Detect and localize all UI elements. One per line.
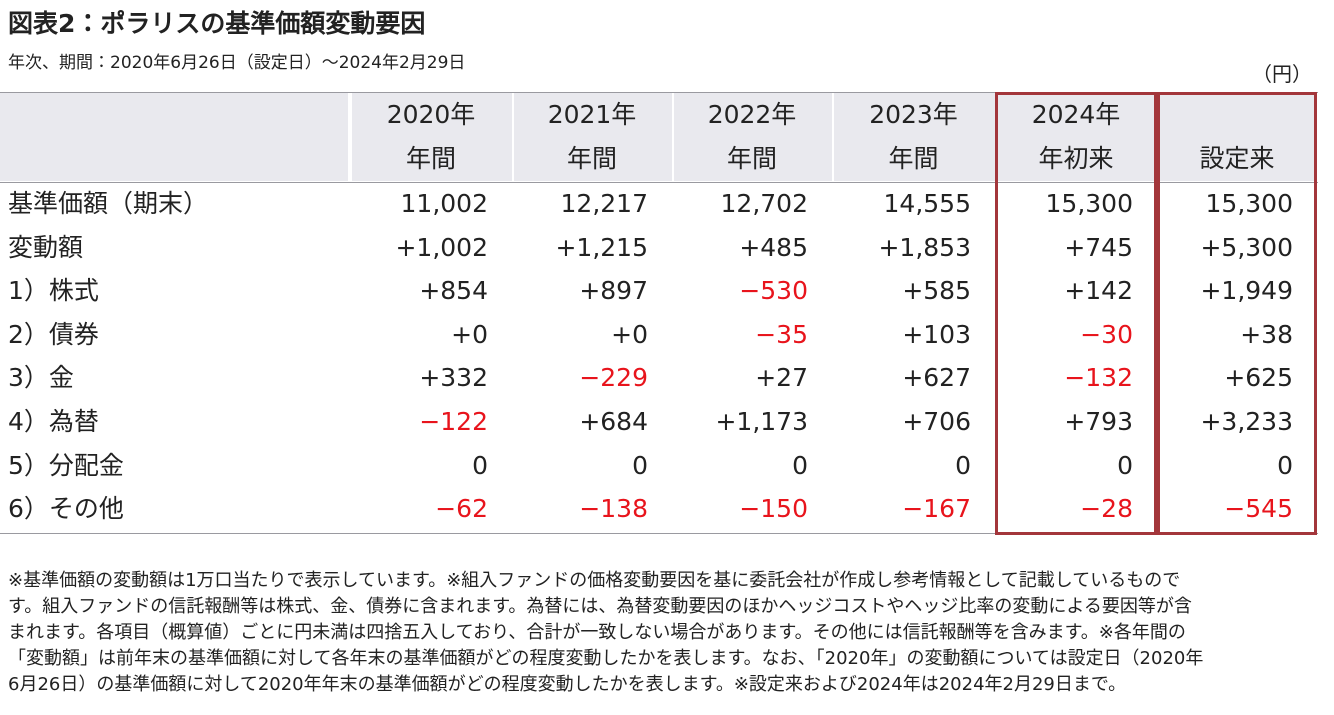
value-cell: +625 [1224,363,1293,393]
footnote-line: ※基準価額の変動額は1万口当たりで表示しています。※組入ファンドの価格変動要因を… [8,570,1181,591]
value-cell: 15,300 [1205,189,1293,218]
value-cell: +1,002 [395,232,488,262]
value-cell: −150 [739,494,808,524]
value-cell: 0 [955,450,971,480]
value-cell: −132 [1064,363,1133,393]
value-cell: +793 [1064,407,1133,436]
footnote: ※基準価額の変動額は1万口当たりで表示しています。※組入ファンドの価格変動要因を… [8,568,1203,698]
value-cell: +706 [902,407,971,436]
value-cell: +1,173 [715,407,808,436]
value-cell: 11,002 [400,189,488,218]
subtitle: 年次、期間：2020年6月26日（設定日）～2024年2月29日 [8,53,466,73]
value-cell: −167 [902,494,971,524]
value-cell: −30 [1080,319,1133,349]
column-header: 2022年 [707,100,797,129]
value-cell: 15,300 [1045,189,1133,218]
value-cell: +38 [1240,319,1293,349]
highlight-frame [995,92,1157,535]
column-header: 2023年 [869,100,958,129]
value-cell: +485 [739,232,808,262]
value-cell: +27 [755,363,808,393]
header-bg [1159,92,1317,181]
value-cell: +627 [902,363,971,393]
value-cell: +585 [902,276,971,306]
value-cell: 14,555 [883,189,971,218]
column-header: 年間 [566,144,617,173]
value-cell: +332 [419,363,488,393]
value-cell: −530 [739,276,808,306]
header-bg [834,92,995,181]
value-cell: +0 [451,319,488,349]
header-bg [514,92,672,181]
column-header: 年間 [726,144,777,173]
value-cell: −545 [1224,494,1293,524]
value-cell: −229 [579,363,648,393]
value-cell: −35 [755,319,808,349]
value-cell: 0 [1117,450,1133,480]
row-label: 変動額 [8,232,84,262]
row-label: 1）株式 [8,276,99,306]
column-header: 2024年 [1031,100,1121,129]
highlight-frame [1157,92,1317,535]
value-cell: 0 [472,450,488,480]
rule [0,182,1318,183]
footnote-line: まれます。各項目（概算値）ごとに円未満は四捨五入しており、合計が一致しない場合が… [8,622,1186,643]
value-cell: +1,853 [878,232,971,262]
row-label: 3）金 [8,363,74,393]
row-label: 基準価額（期末） [8,189,209,218]
value-cell: 12,702 [720,189,808,218]
unit: （円） [1252,62,1312,86]
value-cell: 0 [1277,450,1293,480]
value-cell: +142 [1064,276,1133,306]
value-cell: +0 [611,319,648,349]
title: 図表2：ポラリスの基準価額変動要因 [8,9,426,38]
value-cell: +745 [1064,232,1133,262]
column-header: 設定来 [1199,144,1275,173]
value-cell: +897 [579,276,648,306]
footnote-line: す。組入ファンドの信託報酬等は株式、金、債券に含まれます。為替には、為替変動要因… [8,596,1192,617]
value-cell: +854 [419,276,488,306]
value-cell: −122 [419,407,488,436]
value-cell: −138 [579,494,648,524]
value-cell: +684 [579,407,648,436]
value-cell: 12,217 [560,189,648,218]
header-bg [997,92,1157,181]
row-label: 5）分配金 [8,450,124,480]
column-header: 2020年 [386,100,476,129]
value-cell: 0 [632,450,648,480]
value-cell: +5,300 [1200,232,1293,262]
rule [0,92,1318,93]
value-cell: +1,215 [555,232,648,262]
column-header: 年初来 [1038,144,1114,173]
column-header: 2021年 [547,100,637,129]
value-cell: +3,233 [1200,407,1293,436]
row-label: 6）その他 [8,494,124,524]
value-cell: 0 [792,450,808,480]
column-header: 年間 [888,144,939,173]
value-cell: +1,949 [1200,276,1293,306]
row-label: 4）為替 [8,407,99,436]
header-bg [0,92,348,181]
value-cell: +103 [902,319,971,349]
value-cell: −62 [435,494,488,524]
header-bg [352,92,512,181]
column-header: 年間 [405,144,456,173]
row-label: 2）債券 [8,319,99,349]
footnote-line: 「変動額」は前年末の基準価額に対して各年末の基準価額がどの程度変動したかを表しま… [8,648,1204,669]
header-bg [674,92,832,181]
value-cell: −28 [1080,494,1133,524]
footnote-line: 6月26日）の基準価額に対して2020年年末の基準価額がどの程度変動したかを表し… [8,674,1127,695]
rule [0,532,1318,534]
